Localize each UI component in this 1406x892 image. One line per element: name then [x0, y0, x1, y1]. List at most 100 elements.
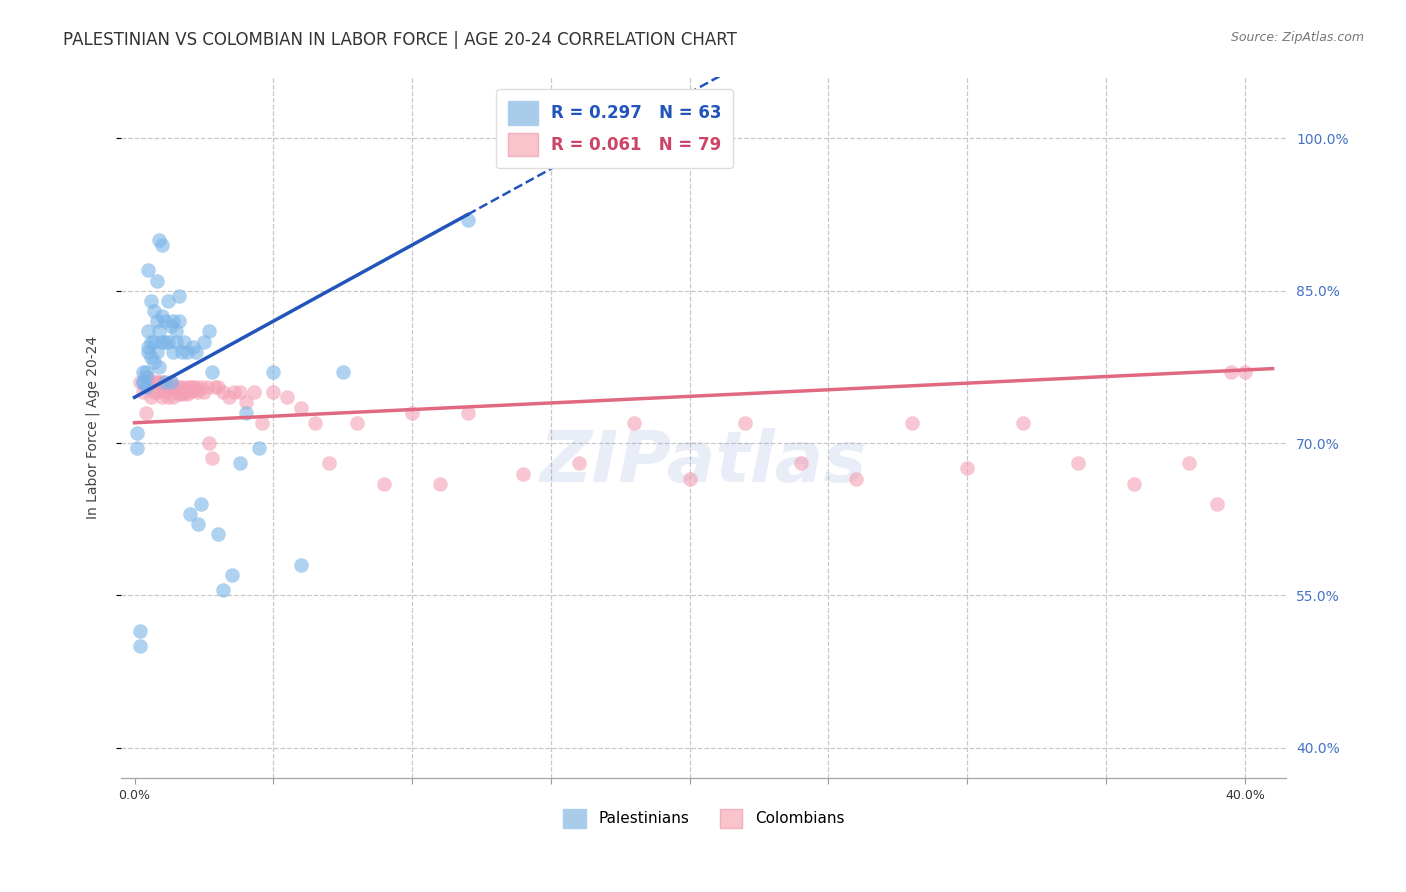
Point: [187, 385, 209, 400]
Point: [181, 384, 204, 398]
Point: [201, 365, 224, 379]
Point: [207, 380, 229, 394]
Point: [153, 377, 176, 392]
Point: [193, 334, 215, 349]
Point: [156, 380, 179, 394]
Point: [167, 380, 190, 394]
Point: [198, 324, 221, 338]
Point: [212, 583, 235, 598]
Point: [262, 385, 284, 400]
Point: [956, 461, 979, 475]
Point: [179, 385, 201, 400]
Point: [142, 355, 165, 369]
Point: [129, 375, 152, 389]
Point: [229, 385, 252, 400]
Point: [167, 387, 190, 401]
Point: [135, 370, 157, 384]
Point: [429, 476, 451, 491]
Point: [235, 395, 257, 409]
Point: [179, 380, 201, 394]
Point: [195, 380, 218, 394]
Point: [845, 472, 868, 486]
Point: [162, 344, 184, 359]
Point: [162, 314, 184, 328]
Point: [138, 344, 160, 359]
Point: [142, 375, 165, 389]
Text: ZIPatlas: ZIPatlas: [540, 428, 868, 498]
Point: [138, 340, 160, 354]
Point: [138, 370, 160, 384]
Point: [167, 289, 190, 303]
Point: [165, 385, 187, 400]
Point: [132, 375, 155, 389]
Point: [162, 390, 184, 404]
Point: [190, 380, 212, 394]
Point: [141, 293, 163, 308]
Point: [153, 334, 176, 349]
Point: [150, 334, 173, 349]
Point: [224, 385, 246, 400]
Point: [142, 334, 165, 349]
Point: [1011, 416, 1033, 430]
Point: [184, 380, 207, 394]
Point: [221, 568, 243, 582]
Point: [138, 324, 160, 338]
Point: [138, 263, 160, 277]
Point: [290, 401, 312, 415]
Point: [332, 365, 354, 379]
Point: [173, 385, 195, 400]
Point: [457, 212, 479, 227]
Point: [129, 624, 152, 638]
Point: [179, 507, 201, 521]
Point: [346, 416, 368, 430]
Point: [176, 344, 198, 359]
Point: [249, 441, 271, 455]
Point: [207, 527, 229, 541]
Point: [159, 380, 181, 394]
Point: [181, 380, 204, 394]
Point: [623, 416, 645, 430]
Point: [184, 384, 207, 398]
Legend: Palestinians, Colombians: Palestinians, Colombians: [557, 803, 851, 834]
Point: [153, 314, 176, 328]
Point: [142, 385, 165, 400]
Point: [679, 472, 702, 486]
Text: PALESTINIAN VS COLOMBIAN IN LABOR FORCE | AGE 20-24 CORRELATION CHART: PALESTINIAN VS COLOMBIAN IN LABOR FORCE …: [63, 31, 737, 49]
Point: [159, 319, 181, 334]
Point: [457, 406, 479, 420]
Point: [568, 456, 591, 470]
Point: [212, 385, 235, 400]
Point: [1178, 456, 1201, 470]
Point: [1206, 497, 1229, 511]
Point: [148, 375, 170, 389]
Point: [148, 380, 170, 394]
Point: [512, 467, 534, 481]
Point: [129, 639, 152, 653]
Point: [132, 365, 155, 379]
Point: [243, 385, 266, 400]
Point: [141, 350, 163, 364]
Point: [170, 387, 193, 401]
Point: [156, 293, 179, 308]
Point: [127, 425, 149, 440]
Point: [150, 309, 173, 323]
Point: [789, 456, 811, 470]
Point: [165, 380, 187, 394]
Point: [1233, 365, 1256, 379]
Point: [141, 390, 163, 404]
Point: [142, 304, 165, 318]
Point: [1067, 456, 1090, 470]
Point: [135, 380, 157, 394]
Point: [173, 334, 195, 349]
Text: Source: ZipAtlas.com: Source: ZipAtlas.com: [1230, 31, 1364, 45]
Point: [165, 324, 187, 338]
Point: [184, 344, 207, 359]
Point: [290, 558, 312, 572]
Point: [170, 344, 193, 359]
Point: [318, 456, 340, 470]
Point: [176, 380, 198, 394]
Point: [145, 314, 167, 328]
Point: [132, 375, 155, 389]
Point: [204, 380, 226, 394]
Point: [170, 380, 193, 394]
